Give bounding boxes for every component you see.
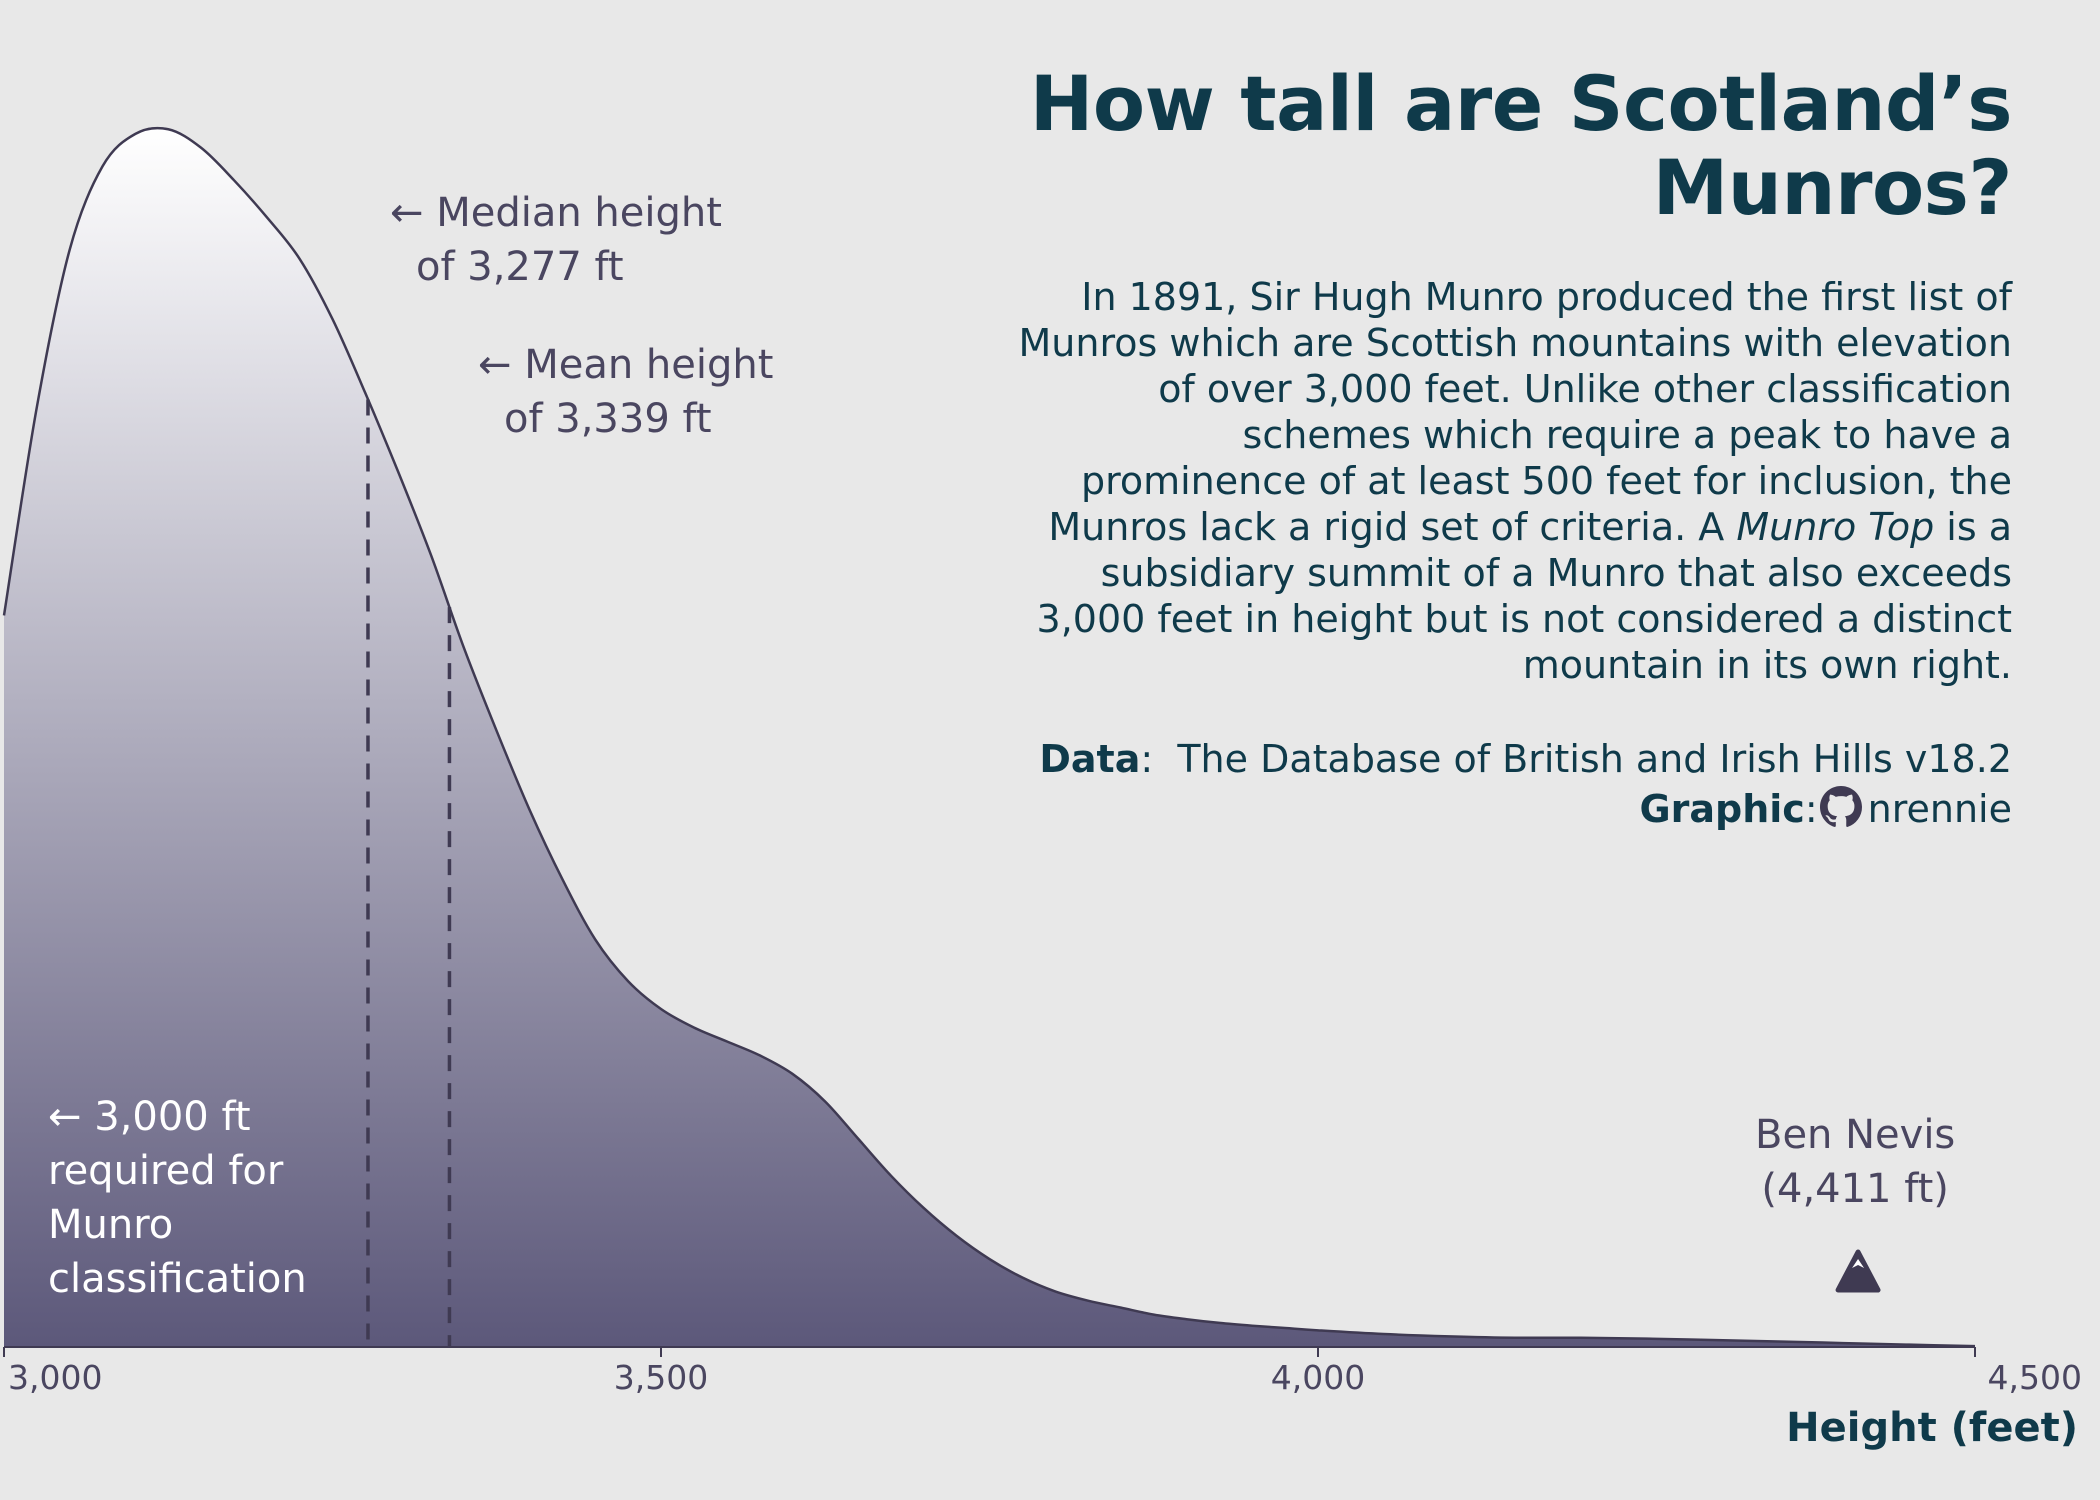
nevis-annotation-line: (4,411 ft) bbox=[1761, 1166, 1949, 1212]
description-italic-term: Munro Top bbox=[1736, 505, 1935, 549]
data-credit-value: The Database of British and Irish Hills … bbox=[1177, 737, 2012, 781]
description-part-1: In 1891, Sir Hugh Munro produced the fir… bbox=[1018, 275, 2012, 549]
github-icon bbox=[1819, 786, 1862, 827]
chart-description: In 1891, Sir Hugh Munro produced the fir… bbox=[1012, 274, 2012, 688]
density-area bbox=[4, 128, 1975, 1348]
density-line bbox=[2, 126, 1976, 1348]
x-axis-tick-label: 4,000 bbox=[1270, 1358, 1366, 1397]
graphic-credit-label: Graphic bbox=[1639, 787, 1805, 831]
mean-annotation: ← Mean height of 3,339 ft bbox=[478, 338, 773, 446]
header: How tall are Scotland’s Munros? In 1891,… bbox=[1012, 59, 2013, 834]
graphic-credit: Graphic: nrennie bbox=[1639, 786, 2012, 831]
median-annotation-line: ← Median height bbox=[390, 190, 722, 236]
median-annotation-line: of 3,277 ft bbox=[416, 244, 624, 290]
x-axis-tick-label: 4,500 bbox=[1987, 1358, 2082, 1397]
x-axis-title: Height (feet) bbox=[1786, 1405, 2078, 1451]
description-part-2: is a subsidiary summit of a Munro that a… bbox=[1036, 505, 2012, 687]
chart-title: How tall are Scotland’s Munros? bbox=[1029, 59, 2013, 232]
credits: Data: The Database of British and Irish … bbox=[1012, 734, 2012, 834]
graphic-credit-value: nrennie bbox=[1867, 787, 2012, 831]
data-credit: Data: The Database of British and Irish … bbox=[1039, 737, 2012, 781]
mean-annotation-line: of 3,339 ft bbox=[504, 396, 712, 442]
median-annotation: ← Median height of 3,277 ft bbox=[390, 186, 722, 294]
threshold-annotation: ← 3,000 ft required for Munro classificatio… bbox=[48, 1090, 307, 1306]
x-axis-tick-label: 3,500 bbox=[613, 1358, 709, 1397]
x-axis-tick-label: 3,000 bbox=[8, 1358, 103, 1397]
threshold-annotation-line: required for bbox=[48, 1148, 284, 1194]
ben-nevis-annotation: Ben Nevis (4,411 ft) bbox=[1755, 1108, 1955, 1216]
threshold-annotation-line: classification bbox=[48, 1256, 307, 1302]
threshold-annotation-line: ← 3,000 ft bbox=[48, 1094, 251, 1140]
mean-annotation-line: ← Mean height bbox=[478, 342, 774, 388]
threshold-annotation-line: Munro bbox=[48, 1202, 174, 1248]
nevis-annotation-line: Ben Nevis bbox=[1755, 1112, 1956, 1158]
data-credit-label: Data bbox=[1039, 737, 1141, 781]
mountain-icon bbox=[1835, 1249, 1881, 1293]
